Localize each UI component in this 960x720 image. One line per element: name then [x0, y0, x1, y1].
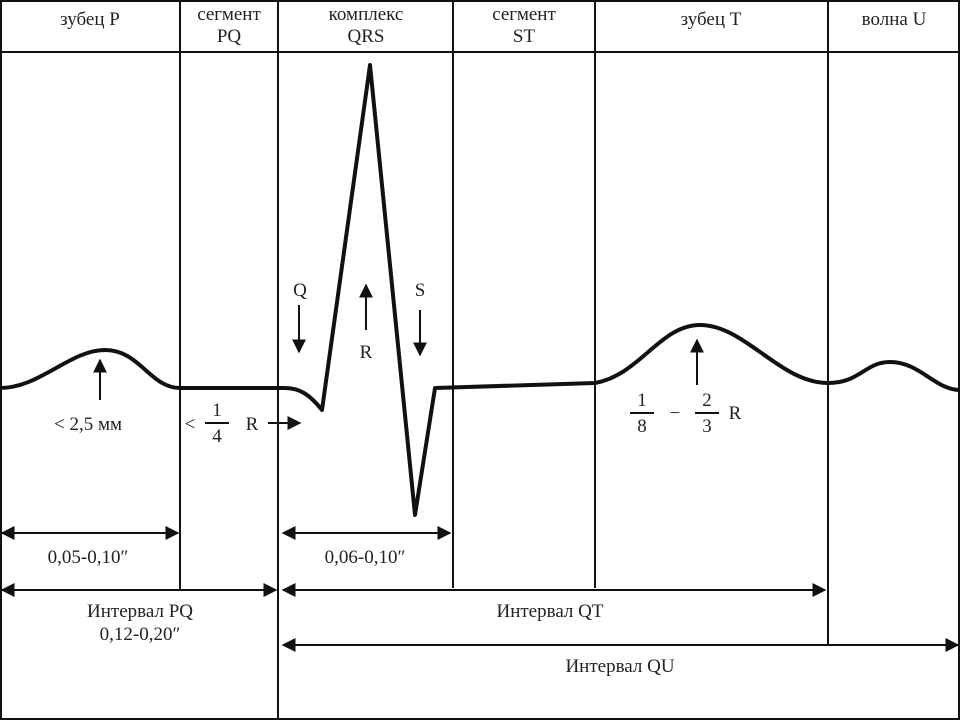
fraction-denominator: 3 [702, 416, 712, 437]
fraction-denominator: 8 [637, 416, 647, 437]
header: зубец P [60, 9, 120, 30]
header: зубец T [681, 9, 742, 30]
ecg-trace [0, 63, 960, 517]
header: сегмент [492, 4, 556, 25]
interval-label: Интервал PQ [87, 601, 193, 622]
amplitude-label: < [185, 414, 196, 435]
header: волна U [862, 9, 927, 30]
header: QRS [348, 26, 385, 47]
header: PQ [217, 26, 242, 47]
wave-label: Q [293, 280, 307, 301]
interval-label: Интервал QT [496, 601, 603, 622]
header: сегмент [197, 4, 261, 25]
duration-label: 0,05-0,10″ [48, 547, 129, 568]
amplitude-label: R [246, 414, 259, 435]
wave-label: S [415, 280, 426, 301]
header: комплекс [329, 4, 404, 25]
wave-label: R [360, 342, 373, 363]
amplitude-label: − [670, 403, 681, 424]
fraction-denominator: 4 [212, 426, 222, 447]
interval-label: Интервал QU [565, 656, 674, 677]
fraction-numerator: 1 [212, 400, 222, 421]
amplitude-label: < 2,5 мм [54, 414, 122, 435]
header: ST [513, 26, 536, 47]
amplitude-label: R [729, 403, 742, 424]
fraction-numerator: 1 [637, 390, 647, 411]
duration-label: 0,06-0,10″ [325, 547, 406, 568]
fraction-numerator: 2 [702, 390, 712, 411]
interval-label: 0,12-0,20″ [100, 624, 181, 645]
arrows [0, 283, 960, 652]
